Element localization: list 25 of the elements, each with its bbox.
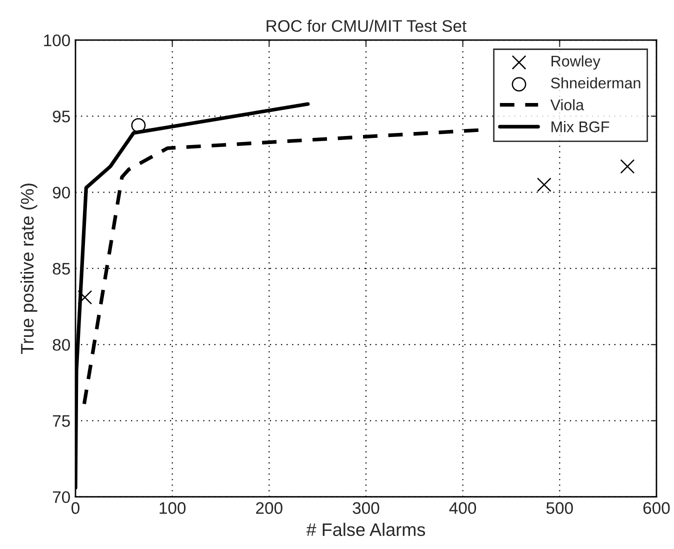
- legend-label: Shneiderman: [551, 77, 640, 88]
- x-tick-label: 100: [160, 502, 186, 514]
- legend-label: Viola: [550, 99, 584, 110]
- x-tick-label: 200: [256, 502, 282, 514]
- y-axis-title: True positive rate (%): [20, 184, 38, 354]
- point: [620, 159, 635, 174]
- y-tick-label: 80: [52, 338, 70, 351]
- point: [536, 178, 552, 192]
- y-tick-label: 85: [52, 262, 70, 275]
- x-tick-label: 400: [449, 502, 476, 514]
- x-tick-label: 0: [72, 502, 80, 514]
- legend-label: Mix BGF: [552, 120, 610, 132]
- y-tick-label: 100: [44, 34, 70, 46]
- x-tick-label: 500: [546, 502, 573, 514]
- chart-title: ROC for CMU/MIT Test Set: [266, 20, 467, 32]
- y-tick-label: 70: [52, 491, 70, 504]
- y-tick-label: 95: [52, 110, 70, 122]
- x-axis-title: # False Alarms: [306, 522, 426, 536]
- x-tick-label: 600: [643, 502, 670, 514]
- point: [78, 290, 92, 305]
- x-tick-label: 300: [352, 502, 380, 514]
- point: [131, 118, 146, 133]
- y-tick-label: 75: [52, 415, 70, 427]
- y-tick-label: 90: [52, 186, 70, 199]
- legend-label: Rowley: [552, 55, 600, 70]
